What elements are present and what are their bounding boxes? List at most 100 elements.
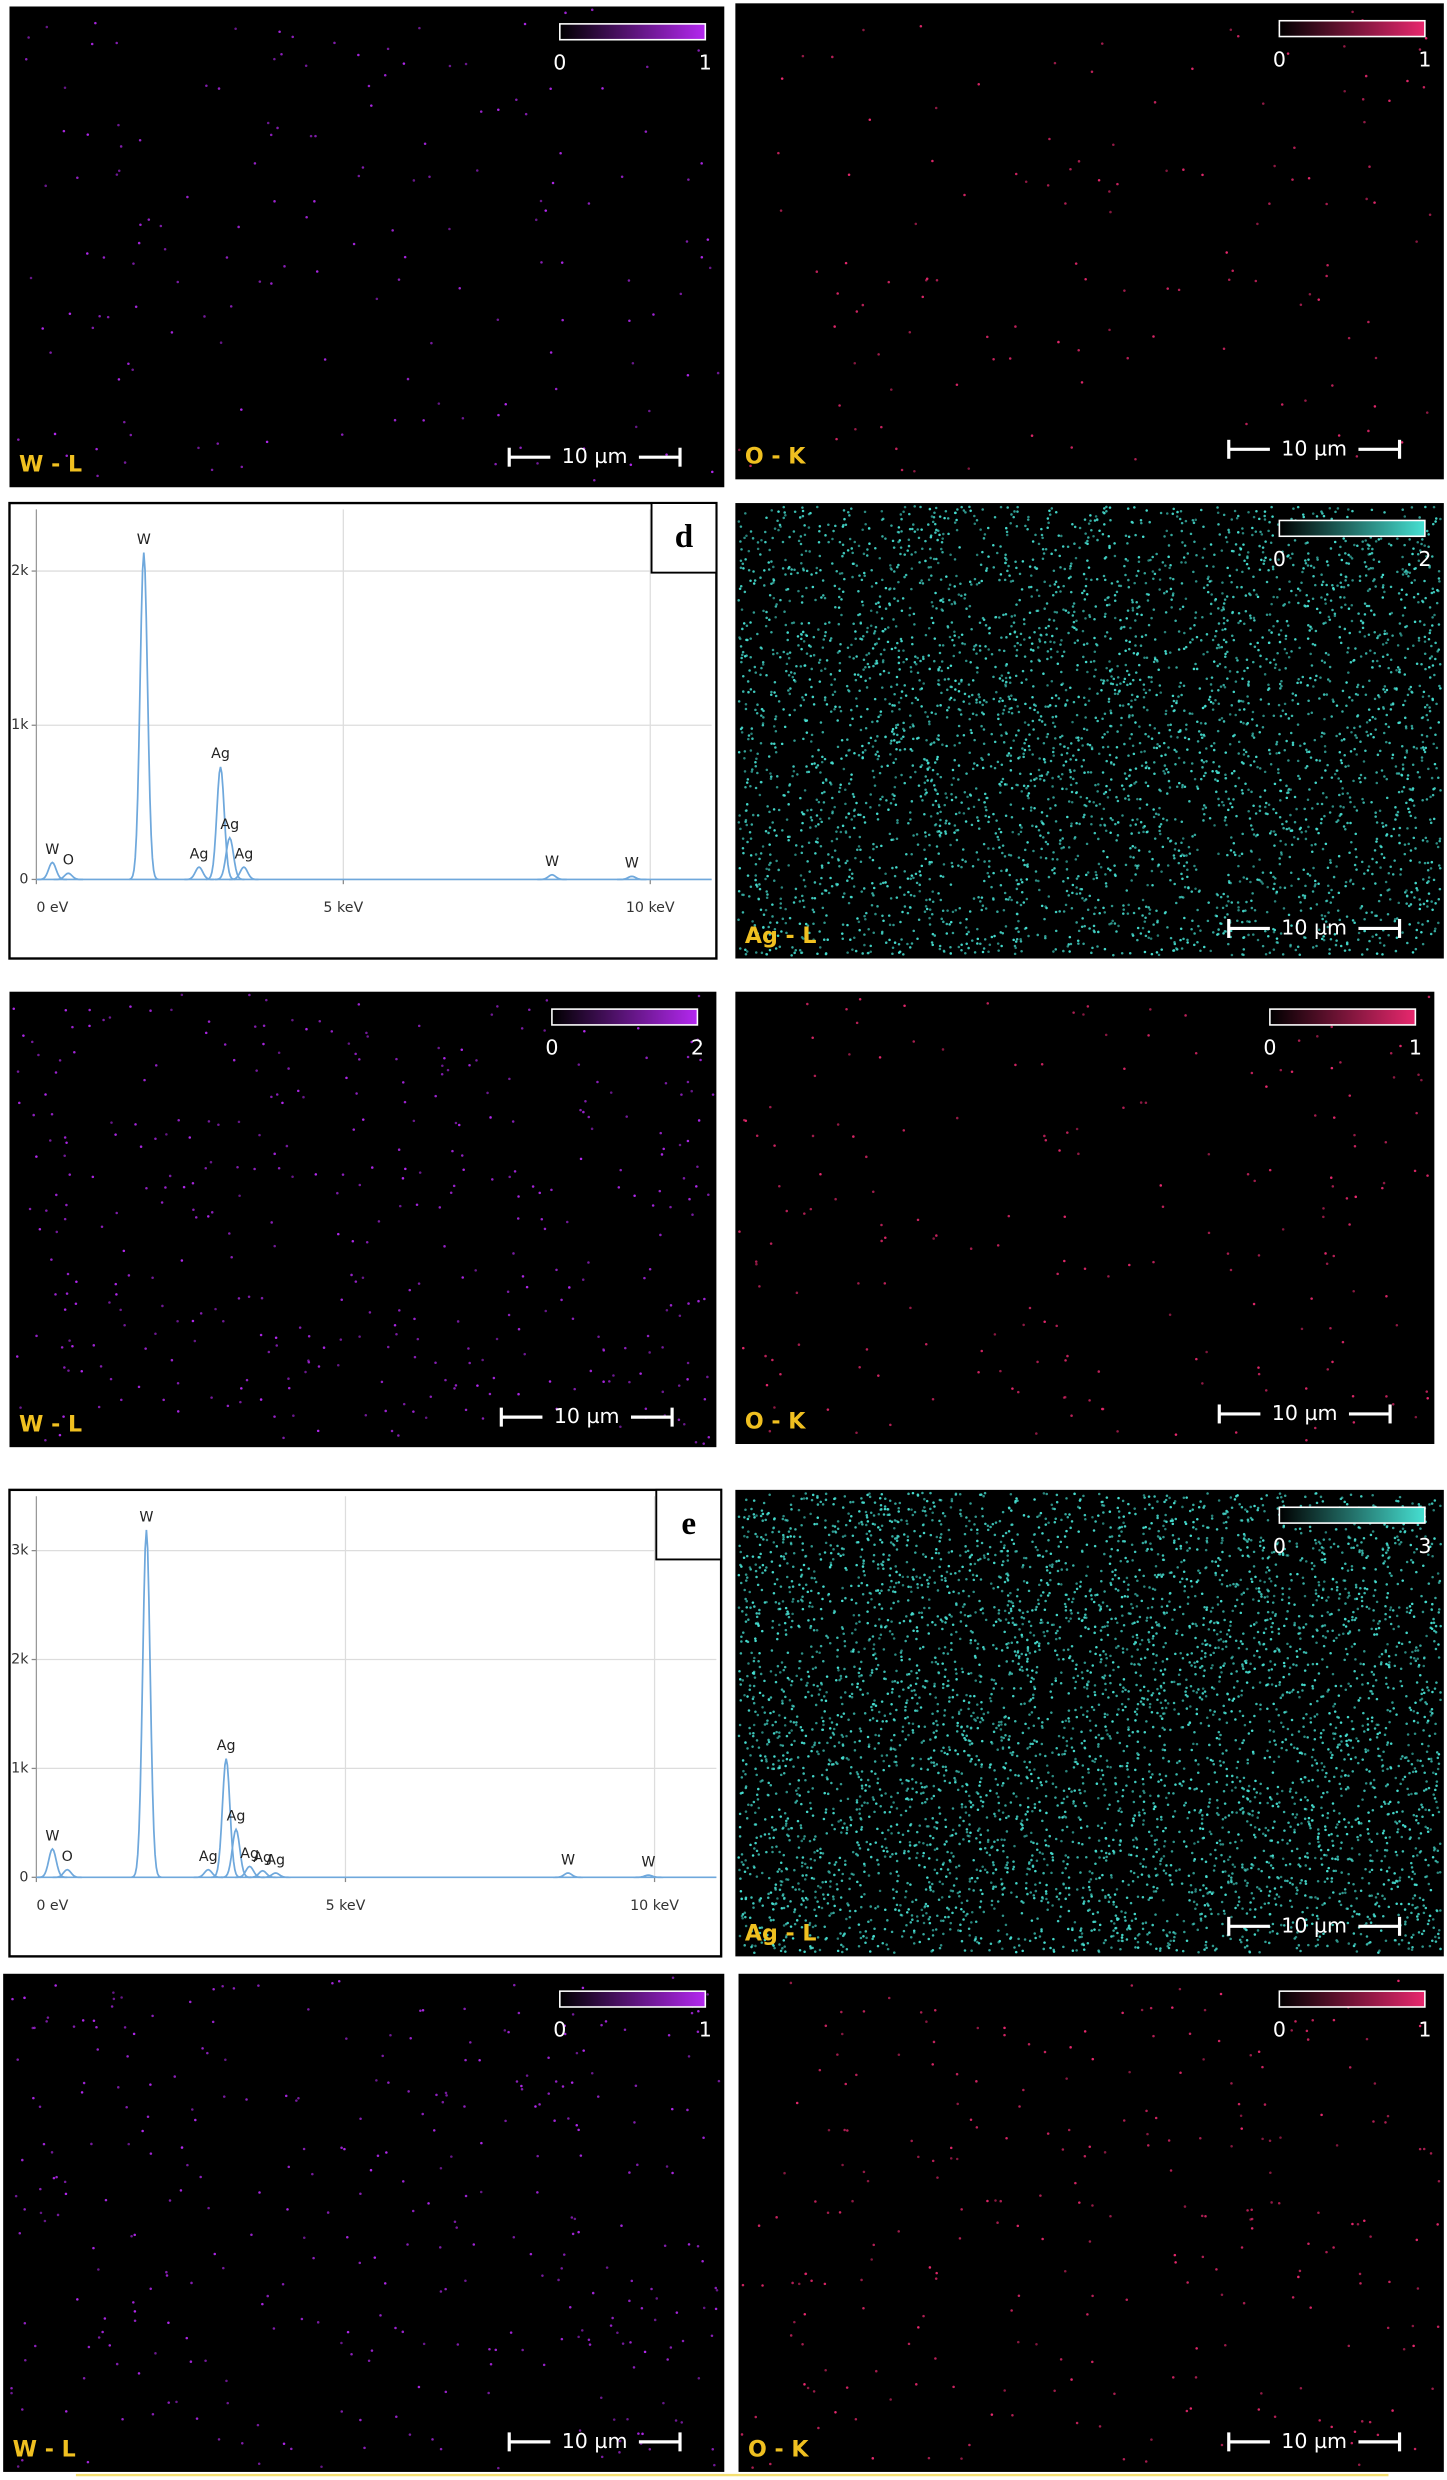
map-dot xyxy=(383,74,387,77)
map-dot xyxy=(1347,336,1351,340)
map-dot xyxy=(752,690,756,693)
map-dot xyxy=(964,659,968,663)
map-dot xyxy=(1073,641,1077,645)
map-dot xyxy=(1136,606,1139,610)
map-dot xyxy=(1234,784,1237,788)
map-dot xyxy=(1085,577,1088,581)
map-dot xyxy=(1409,903,1413,906)
map-dot xyxy=(452,1184,456,1188)
map-dot xyxy=(1074,758,1078,762)
map-dot xyxy=(739,566,743,570)
map-dot xyxy=(1148,723,1152,727)
map-dot xyxy=(1158,745,1161,748)
map-dot xyxy=(1051,634,1054,638)
map-dot xyxy=(1004,683,1007,686)
map-dot xyxy=(881,795,884,799)
map-dot xyxy=(977,896,980,899)
map-dot xyxy=(1181,541,1184,544)
map-dot xyxy=(953,602,957,605)
map-dot xyxy=(1015,648,1019,652)
map-dot xyxy=(1368,679,1371,683)
map-dot xyxy=(449,1191,453,1194)
map-dot xyxy=(960,505,963,509)
map-dot xyxy=(207,1215,210,1218)
map-dot xyxy=(833,690,837,693)
map-dot xyxy=(1330,715,1333,718)
map-dot xyxy=(1177,861,1181,865)
map-dot xyxy=(931,621,935,625)
map-dot xyxy=(861,751,865,754)
map-dot xyxy=(965,772,968,775)
map-dot xyxy=(878,804,881,807)
map-dot xyxy=(165,1133,168,1136)
map-dot xyxy=(678,1143,682,1147)
map-dot xyxy=(1206,919,1210,923)
map-dot xyxy=(1407,904,1411,908)
map-dot xyxy=(897,526,901,529)
map-dot xyxy=(1093,519,1097,522)
map-dot xyxy=(1044,936,1047,940)
map-dot xyxy=(758,887,762,891)
map-dot xyxy=(858,835,862,839)
map-dot xyxy=(910,853,913,856)
map-dot xyxy=(741,627,744,631)
map-dot xyxy=(796,635,800,638)
map-dot xyxy=(925,907,929,911)
map-dot xyxy=(1283,603,1287,606)
map-dot xyxy=(987,865,991,868)
map-dot xyxy=(1024,926,1028,930)
map-dot xyxy=(759,742,763,745)
map-dot xyxy=(1247,810,1250,813)
map-dot xyxy=(767,755,771,758)
map-dot xyxy=(978,621,982,625)
map-dot xyxy=(1400,745,1404,748)
map-dot xyxy=(1245,723,1249,726)
map-dot xyxy=(1349,821,1352,825)
map-dot xyxy=(1004,664,1008,667)
map-dot xyxy=(322,1346,326,1349)
map-dot xyxy=(395,1057,398,1061)
map-dot xyxy=(814,598,817,602)
map-dot xyxy=(1241,677,1244,681)
map-dot xyxy=(941,875,945,879)
map-dot xyxy=(853,540,857,544)
map-dot xyxy=(1303,896,1307,900)
map-dot xyxy=(822,594,825,597)
map-dot xyxy=(1259,665,1262,668)
map-dot xyxy=(776,519,779,523)
map-dot xyxy=(1096,790,1099,793)
map-dot xyxy=(350,1273,353,1277)
map-dot xyxy=(902,649,905,652)
map-dot xyxy=(1187,845,1191,849)
map-dot xyxy=(1308,629,1311,632)
map-dot xyxy=(861,528,864,532)
map-dot xyxy=(950,783,954,786)
map-dot xyxy=(924,539,927,543)
map-dot xyxy=(1028,611,1032,615)
map-dot xyxy=(826,1408,830,1411)
map-dot xyxy=(1090,578,1093,582)
map-dot xyxy=(932,557,936,561)
map-dot xyxy=(944,832,948,835)
map-dot xyxy=(1003,704,1007,708)
map-dot xyxy=(1105,759,1108,763)
map-dot xyxy=(1075,628,1078,631)
map-dot xyxy=(210,1396,213,1399)
map-dot xyxy=(1438,866,1442,870)
map-dot xyxy=(1168,651,1172,654)
map-dot xyxy=(1405,593,1408,596)
map-dot xyxy=(956,734,959,737)
map-dot xyxy=(1136,695,1139,698)
map-dot xyxy=(1406,693,1410,697)
map-dot xyxy=(1357,938,1360,941)
map-dot xyxy=(1190,712,1194,715)
map-dot xyxy=(799,535,803,538)
map-dot xyxy=(64,1008,68,1012)
map-dot xyxy=(1072,620,1076,624)
map-dot xyxy=(587,1261,590,1264)
map-dot xyxy=(1174,947,1178,950)
map-dot xyxy=(1279,629,1283,632)
map-dot xyxy=(937,830,941,833)
map-dot xyxy=(1040,533,1044,537)
map-dot xyxy=(1057,697,1061,700)
